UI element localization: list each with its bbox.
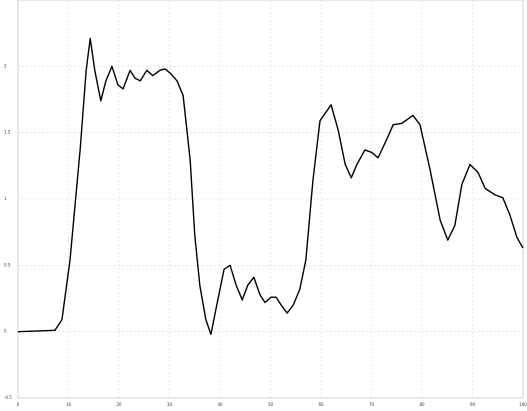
y-tick-label: 1	[4, 196, 7, 201]
x-tick-label: 100	[519, 402, 527, 407]
y-tick-label: -0.5	[4, 395, 12, 400]
y-tick-label: 0	[4, 329, 7, 334]
y-tick-label: 0.5	[4, 262, 11, 267]
y-tick-label: 1.5	[4, 130, 11, 135]
x-tick-label: 0	[17, 402, 20, 407]
plot-frame	[17, 0, 524, 399]
x-tick-label: 20	[116, 402, 122, 407]
x-tick-label: 50	[268, 402, 274, 407]
x-tick-label: 70	[369, 402, 375, 407]
x-tick-label: 30	[167, 402, 173, 407]
x-tick-label: 60	[318, 402, 324, 407]
x-tick-label: 90	[470, 402, 476, 407]
x-tick-label: 10	[66, 402, 72, 407]
line-series	[17, 37, 524, 336]
x-tick-label: 80	[419, 402, 425, 407]
x-tick-label: 40	[217, 402, 223, 407]
y-tick-label: 2	[4, 63, 7, 68]
